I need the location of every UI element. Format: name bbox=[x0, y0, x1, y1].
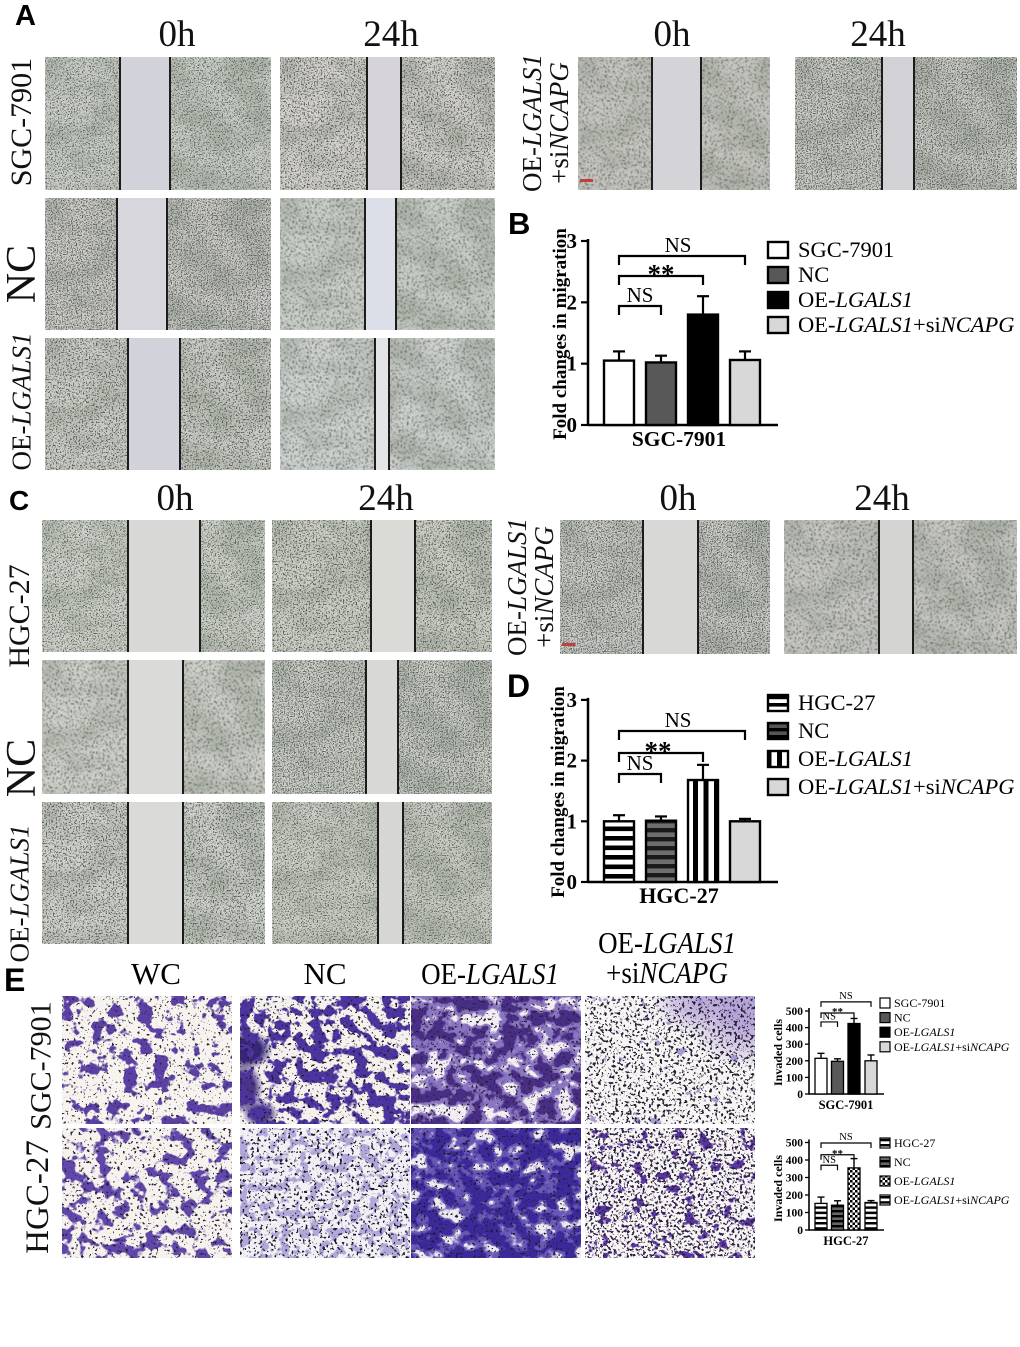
svg-text:NC: NC bbox=[798, 262, 829, 287]
svg-text:NS: NS bbox=[627, 751, 654, 775]
svg-text:OE-LGALS1+siNCAPG: OE-LGALS1+siNCAPG bbox=[894, 1040, 1010, 1054]
svg-text:400: 400 bbox=[786, 1155, 804, 1167]
svg-text:NC: NC bbox=[798, 718, 829, 743]
svg-text:NS: NS bbox=[823, 1011, 837, 1022]
svg-text:NS: NS bbox=[839, 1132, 853, 1143]
svg-text:OE-LGALS1: OE-LGALS1 bbox=[894, 1174, 955, 1188]
svg-text:OE-LGALS1: OE-LGALS1 bbox=[894, 1025, 955, 1039]
svg-text:300: 300 bbox=[786, 1173, 804, 1185]
svg-text:NS: NS bbox=[627, 283, 654, 307]
svg-text:1: 1 bbox=[567, 809, 578, 833]
svg-text:OE-LGALS1+siNCAPG: OE-LGALS1+siNCAPG bbox=[798, 312, 1015, 337]
svg-text:**: ** bbox=[832, 1006, 844, 1018]
svg-text:3: 3 bbox=[567, 229, 578, 253]
svg-text:3: 3 bbox=[567, 688, 578, 712]
svg-text:100: 100 bbox=[786, 1072, 804, 1084]
svg-text:Invaded cells: Invaded cells bbox=[771, 1155, 785, 1222]
svg-text:OE-LGALS1+siNCAPG: OE-LGALS1+siNCAPG bbox=[798, 774, 1015, 799]
svg-text:100: 100 bbox=[786, 1208, 804, 1220]
svg-text:OE-LGALS1: OE-LGALS1 bbox=[798, 287, 913, 312]
svg-text:200: 200 bbox=[786, 1056, 804, 1068]
svg-text:NC: NC bbox=[894, 1011, 911, 1025]
svg-text:NS: NS bbox=[665, 233, 692, 257]
svg-text:OE-LGALS1: OE-LGALS1 bbox=[798, 746, 913, 771]
svg-text:1: 1 bbox=[567, 352, 578, 376]
svg-text:**: ** bbox=[645, 736, 672, 766]
svg-text:Fold changes in migration: Fold changes in migration bbox=[550, 228, 571, 440]
svg-text:0: 0 bbox=[567, 870, 578, 894]
svg-text:HGC-27: HGC-27 bbox=[798, 690, 876, 715]
svg-text:NS: NS bbox=[665, 708, 692, 732]
svg-text:NS: NS bbox=[823, 1155, 837, 1166]
svg-text:NS: NS bbox=[839, 991, 853, 1002]
svg-text:OE-LGALS1+siNCAPG: OE-LGALS1+siNCAPG bbox=[894, 1193, 1010, 1207]
svg-text:HGC-27: HGC-27 bbox=[894, 1136, 935, 1150]
svg-text:SGC-7901: SGC-7901 bbox=[819, 1098, 874, 1112]
svg-text:**: ** bbox=[648, 259, 675, 289]
svg-text:SGC-7901: SGC-7901 bbox=[632, 427, 726, 451]
svg-text:NC: NC bbox=[894, 1155, 911, 1169]
svg-text:Fold changes in migration: Fold changes in migration bbox=[548, 686, 569, 898]
svg-text:0: 0 bbox=[797, 1225, 803, 1237]
svg-text:2: 2 bbox=[567, 749, 578, 773]
svg-text:Invaded cells: Invaded cells bbox=[771, 1019, 785, 1086]
svg-text:200: 200 bbox=[786, 1190, 804, 1202]
svg-text:300: 300 bbox=[786, 1039, 804, 1051]
svg-text:2: 2 bbox=[567, 290, 578, 314]
svg-text:**: ** bbox=[832, 1148, 844, 1160]
svg-text:0: 0 bbox=[797, 1089, 803, 1101]
svg-text:400: 400 bbox=[786, 1023, 804, 1035]
svg-text:SGC-7901: SGC-7901 bbox=[798, 237, 894, 262]
svg-text:SGC-7901: SGC-7901 bbox=[894, 996, 945, 1010]
svg-text:500: 500 bbox=[786, 1006, 804, 1018]
svg-text:500: 500 bbox=[786, 1138, 804, 1150]
svg-text:HGC-27: HGC-27 bbox=[639, 883, 718, 908]
svg-text:0: 0 bbox=[567, 413, 578, 437]
svg-text:HGC-27: HGC-27 bbox=[823, 1234, 868, 1248]
